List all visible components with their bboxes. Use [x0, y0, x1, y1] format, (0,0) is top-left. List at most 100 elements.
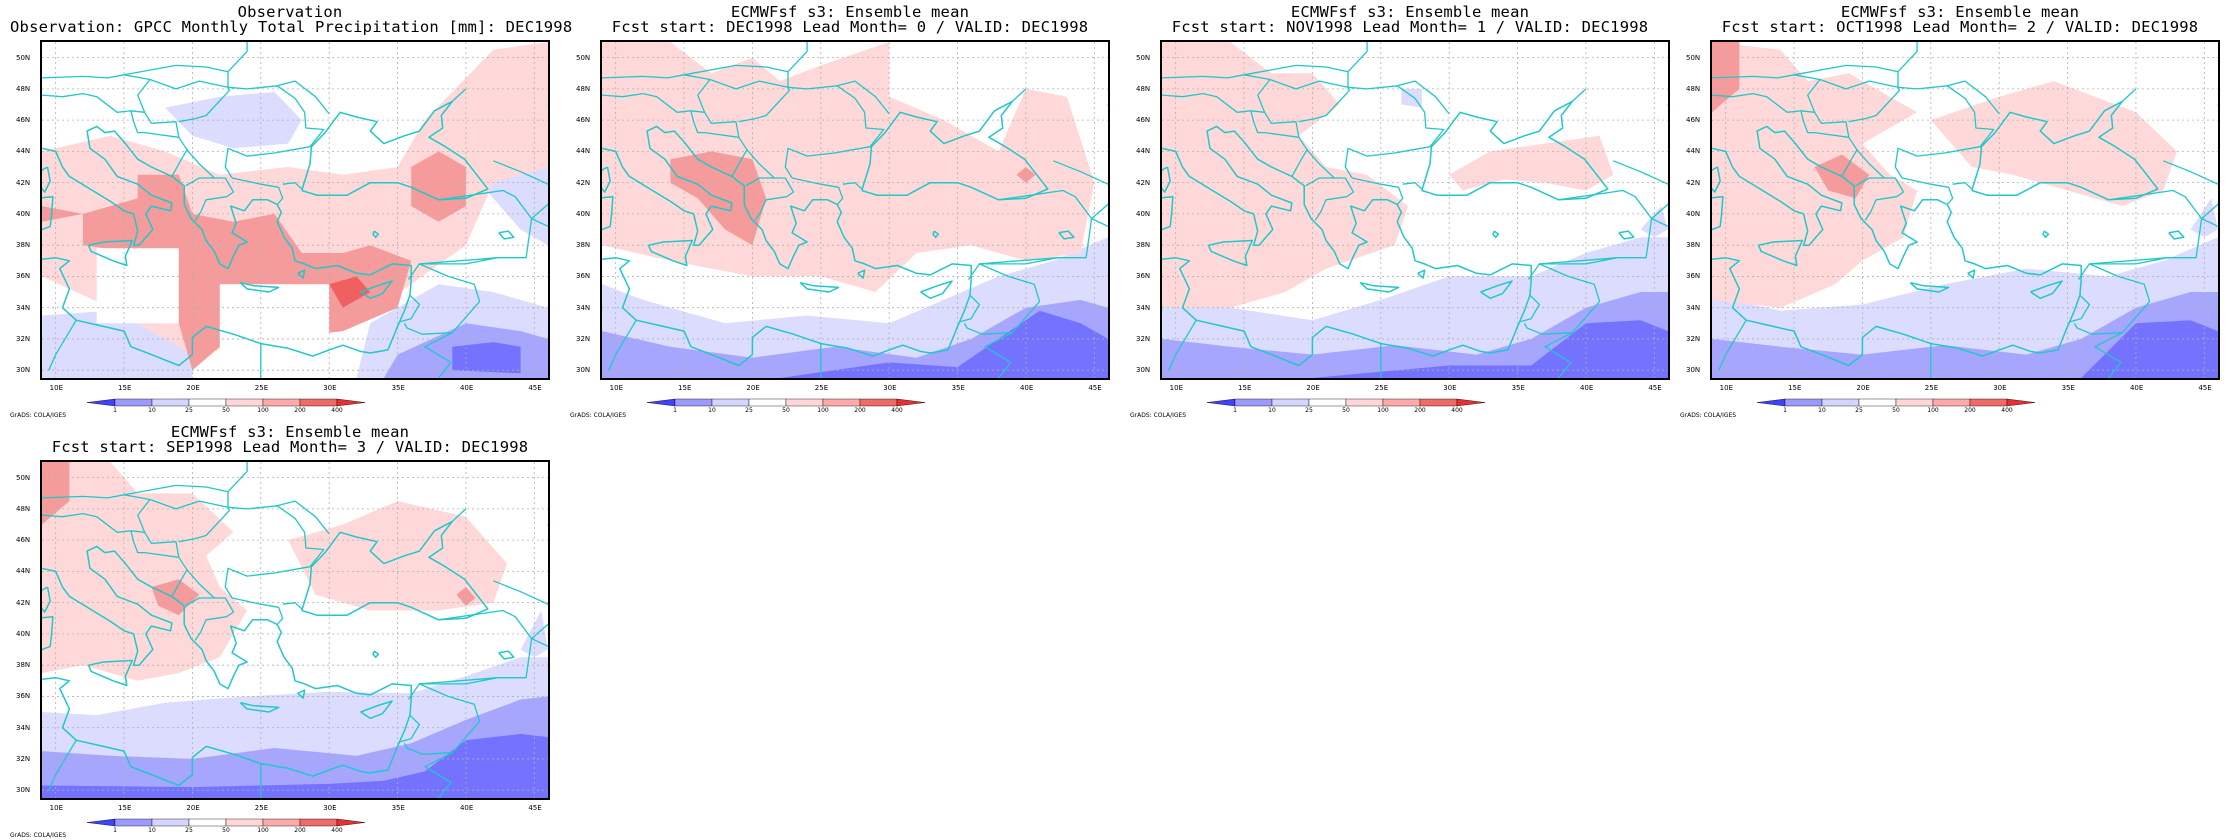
lat-tick-label: 42N: [16, 598, 31, 607]
lat-tick-label: 34N: [1136, 303, 1151, 312]
coastline: [1712, 125, 2082, 367]
country-border: [400, 714, 421, 743]
country-border: [407, 189, 533, 280]
colorbar-level-label: 10: [148, 407, 156, 412]
coastline: [1492, 230, 1500, 239]
country-border: [130, 530, 179, 558]
colorbar-level-label: 200: [1964, 407, 1976, 412]
coastline: [360, 280, 393, 300]
country-border: [282, 182, 303, 190]
coastline: [87, 239, 134, 267]
country-border: [224, 85, 325, 179]
country-border: [531, 638, 548, 648]
precip-shading: [1640, 206, 1668, 238]
coastline: [1162, 125, 1532, 367]
panel-title: ECMWFsf s3: Ensemble mean: [1290, 3, 1530, 21]
lat-tick-label: 46N: [16, 116, 31, 125]
lon-tick-label: 40E: [1579, 384, 1594, 392]
lon-tick-label: 15E: [678, 384, 692, 392]
coastline: [1712, 195, 1724, 231]
country-border: [1855, 177, 1885, 187]
country-border: [1952, 182, 1973, 190]
lat-tick-label: 36N: [16, 272, 31, 281]
colorbar-segment: [225, 398, 264, 407]
colorbar-level-label: 1: [113, 407, 117, 412]
country-border: [493, 160, 548, 185]
country-border: [2077, 189, 2203, 280]
lon-tick-label: 10E: [1169, 384, 1184, 392]
country-border: [227, 42, 248, 73]
lat-tick-label: 30N: [1136, 366, 1151, 375]
colorbar-level-label: 25: [1305, 407, 1313, 412]
coastline: [301, 520, 489, 621]
country-border: [130, 110, 179, 138]
precip-shading: [151, 579, 200, 616]
lat-tick-label: 50N: [576, 53, 591, 62]
lon-tick-label: 25E: [1924, 384, 1939, 392]
precip-map: [1160, 40, 1670, 380]
lat-tick-label: 48N: [16, 504, 31, 513]
country-border: [1091, 218, 1108, 228]
country-border: [837, 80, 890, 115]
colorbar-segment: [262, 818, 301, 827]
country-border: [1344, 85, 1445, 179]
coastline: [799, 281, 840, 293]
lat-tick-label: 32N: [1136, 334, 1151, 343]
lon-tick-label: 20E: [186, 804, 200, 812]
precip-shading: [602, 42, 1095, 292]
coastline: [1967, 269, 1976, 279]
lon-tick-label: 35E: [1511, 384, 1525, 392]
coastline: [239, 281, 280, 293]
coastline: [1359, 281, 1400, 293]
lon-tick-label: 15E: [1788, 384, 1802, 392]
lat-tick-label: 42N: [1136, 178, 1151, 187]
country-border: [787, 42, 808, 73]
colorbar-segment: [299, 818, 338, 827]
country-border: [1397, 80, 1450, 115]
coastline: [932, 230, 940, 239]
country-border: [1351, 177, 1404, 205]
lon-tick-label: 10E: [49, 804, 64, 812]
country-border: [1807, 78, 1901, 123]
country-border: [171, 149, 188, 177]
country-border: [493, 580, 548, 605]
coastline: [42, 545, 412, 787]
country-border: [123, 64, 229, 88]
precip-shading: [1712, 292, 2218, 378]
colorbar-segment: [86, 398, 116, 407]
country-border: [842, 182, 863, 190]
country-border: [1793, 64, 1899, 88]
lat-tick-label: 30N: [576, 366, 591, 375]
colorbar-level-label: 25: [1855, 407, 1863, 412]
lat-tick-label: 46N: [1686, 116, 1701, 125]
panel-subtitle: Fcst start: NOV1998 Lead Month= 1 / VALI…: [1171, 18, 1649, 36]
country-border: [1712, 74, 1821, 81]
colorbar-level-label: 25: [745, 407, 753, 412]
lat-tick-label: 44N: [576, 147, 591, 156]
colorbar-level-label: 100: [1377, 407, 1389, 412]
country-border: [1162, 74, 1271, 81]
colorbar-segment: [1895, 398, 1934, 407]
lon-tick-label: 45E: [528, 384, 542, 392]
colorbar-segment: [1969, 398, 2008, 407]
country-border: [451, 88, 467, 102]
colorbar-level-label: 50: [1892, 407, 1900, 412]
colorbar-level-label: 400: [331, 407, 343, 412]
coastline: [1162, 166, 1171, 193]
colorbar-level-label: 10: [708, 407, 716, 412]
country-border: [1800, 110, 1849, 138]
lat-tick-label: 38N: [576, 241, 591, 250]
colorbar-level-label: 1: [673, 407, 677, 412]
lat-tick-label: 34N: [576, 303, 591, 312]
colorbar: 1 10 25 50 100 200 400: [646, 398, 926, 412]
coastline: [1207, 239, 1254, 267]
lon-tick-label: 45E: [528, 804, 542, 812]
colorbar-segment: [1234, 398, 1273, 407]
country-border: [2089, 263, 2151, 378]
lat-tick-label: 46N: [576, 116, 591, 125]
colorbar-segment: [748, 398, 787, 407]
lon-tick-label: 15E: [1238, 384, 1252, 392]
colorbar-segment: [225, 818, 264, 827]
colorbar-segment: [674, 398, 713, 407]
colorbar-level-label: 1: [113, 827, 117, 832]
